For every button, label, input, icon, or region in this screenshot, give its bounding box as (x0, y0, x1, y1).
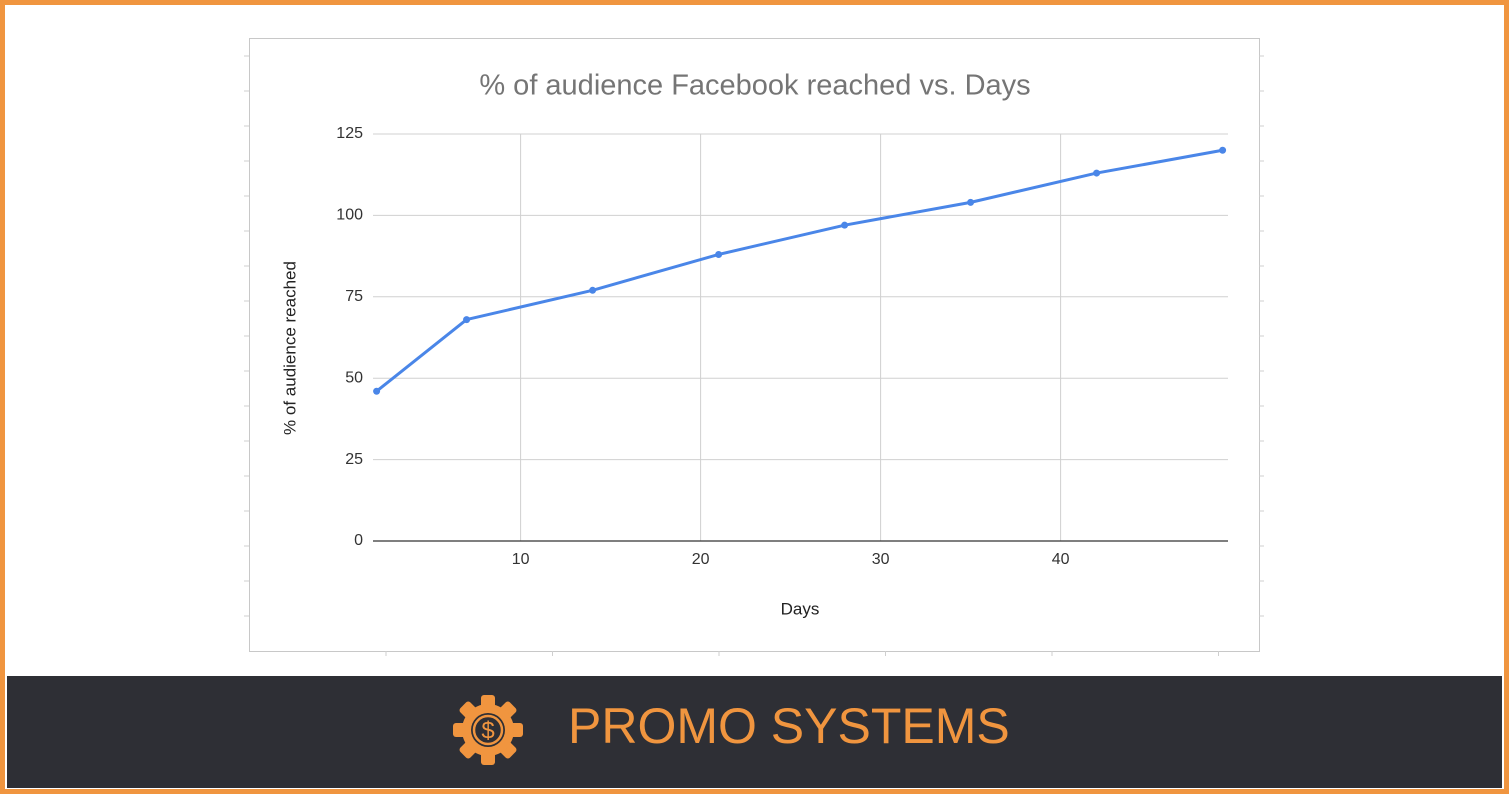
y-tick-label: 50 (345, 369, 363, 386)
y-tick-label: 0 (354, 532, 363, 549)
data-point (1093, 169, 1101, 177)
x-tick-label: 40 (1052, 551, 1070, 568)
data-point (1219, 146, 1227, 154)
data-point (841, 221, 849, 229)
x-axis-label: Days (781, 599, 820, 618)
grid: 0 25 50 75 100 125 10 20 30 40 (336, 125, 1228, 568)
data-point (373, 387, 381, 395)
plot-area (373, 146, 1227, 395)
chart-box (249, 38, 1260, 652)
brand-icon: $ (453, 695, 523, 765)
series-line (375, 148, 1223, 393)
data-point (715, 250, 723, 258)
brand-name: PROMO SYSTEMS (568, 698, 1010, 754)
data-point (463, 316, 471, 324)
y-tick-label: 100 (336, 207, 363, 224)
data-point (967, 198, 975, 206)
brand-icon-symbol: $ (481, 717, 494, 744)
x-tick-label: 20 (692, 551, 710, 568)
x-tick-label: 30 (872, 551, 890, 568)
y-axis-label: % of audience reached (280, 261, 299, 435)
y-tick-label: 25 (345, 451, 363, 468)
x-tick-label: 10 (512, 551, 530, 568)
chart-title: % of audience Facebook reached vs. Days (479, 70, 1030, 102)
y-tick-label: 125 (336, 125, 363, 142)
box-ticks (244, 55, 1264, 656)
footer (7, 676, 1502, 788)
data-point (589, 286, 597, 294)
y-tick-label: 75 (345, 288, 363, 305)
